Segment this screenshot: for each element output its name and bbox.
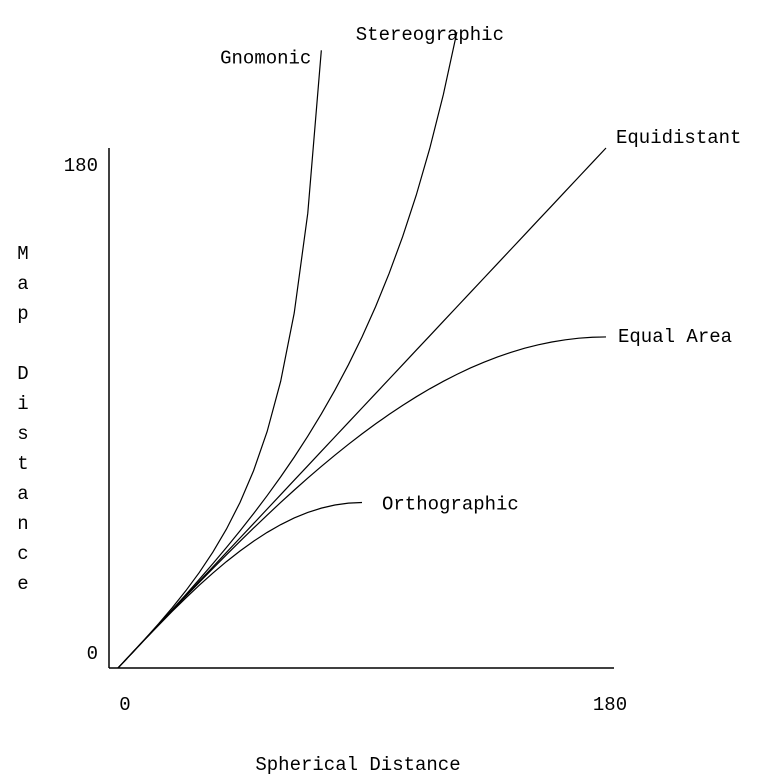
series-line xyxy=(117,336,607,669)
series-line xyxy=(117,501,363,669)
series-label: Orthographic xyxy=(382,493,519,515)
series-label: Equal Area xyxy=(618,326,732,348)
series-line xyxy=(117,147,607,669)
y-tick-label: 0 xyxy=(87,643,98,665)
series-label: Equidistant xyxy=(616,127,741,149)
x-axis-label: Spherical Distance xyxy=(255,754,460,776)
x-tick-label: 0 xyxy=(119,694,130,716)
x-tick-label: 180 xyxy=(593,694,627,716)
y-axis-label: Map Distance xyxy=(12,243,34,603)
series-line xyxy=(117,50,322,669)
y-tick-label: 180 xyxy=(64,155,98,177)
series-label: Gnomonic xyxy=(220,47,311,69)
series-label: Stereographic xyxy=(356,24,504,46)
